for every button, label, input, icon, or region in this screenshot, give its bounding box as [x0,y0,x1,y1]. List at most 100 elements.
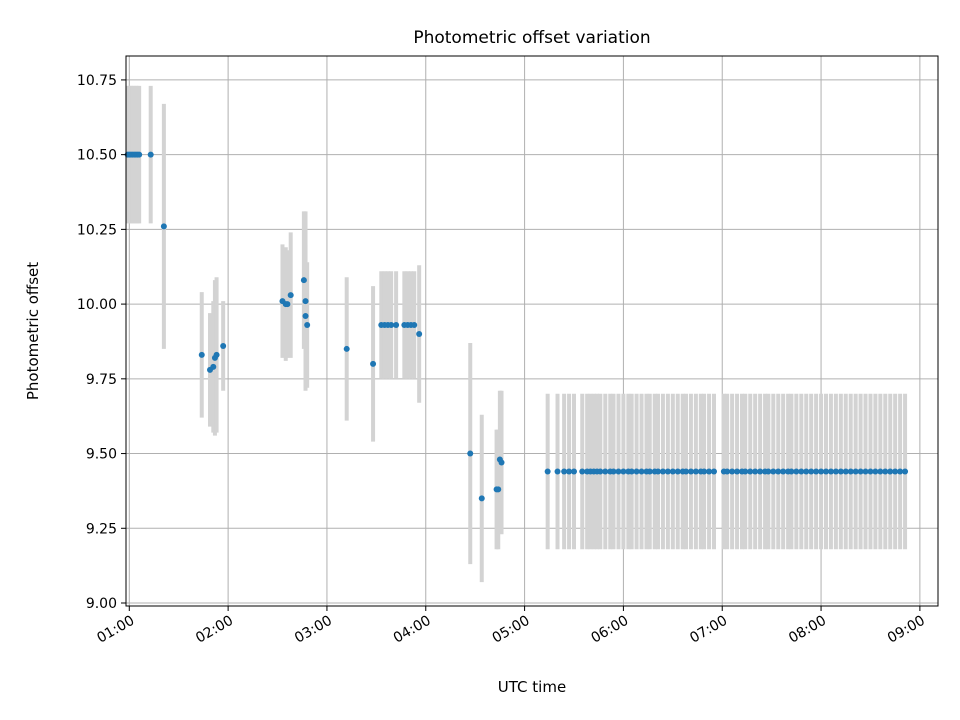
data-point [734,468,741,475]
data-point [832,468,839,475]
data-point [827,468,834,475]
data-point [847,468,854,475]
data-point [867,468,874,475]
data-point [765,468,772,475]
data-point [701,468,708,475]
data-point [393,322,400,329]
data-point [842,468,849,475]
data-point [862,468,869,475]
data-point [788,468,795,475]
data-point [775,468,782,475]
x-axis-label: UTC time [498,678,566,696]
data-point [857,468,864,475]
data-point [818,468,825,475]
plot-frame [125,55,939,607]
data-point [210,363,217,370]
data-point [160,223,167,230]
data-point [887,468,894,475]
data-point [692,468,699,475]
data-point [220,342,227,349]
data-point [706,468,713,475]
data-point [902,468,909,475]
data-point [742,468,749,475]
data-point [669,468,676,475]
data-point [793,468,800,475]
data-point [302,298,309,305]
data-point [284,301,291,308]
data-point [498,459,505,466]
data-point [416,330,423,337]
grid-lines [126,56,938,606]
data-point [561,468,568,475]
y-tick-label: 10.25 [77,222,117,238]
data-point [610,468,617,475]
data-point [808,468,815,475]
data-point [136,151,143,158]
data-point [823,468,829,475]
data-point [852,468,859,475]
data-point [615,468,622,475]
data-point [554,468,561,475]
data-point [872,468,879,475]
data-point [664,468,671,475]
data-point [659,468,666,475]
y-tick-label: 10.50 [77,148,117,164]
data-points [124,151,909,502]
y-tick-label: 9.75 [86,372,117,388]
data-point [837,468,844,475]
data-point [411,322,418,329]
data-point [729,468,736,475]
data-point [213,351,220,358]
data-point [674,468,681,475]
chart-title: Photometric offset variation [413,28,650,48]
data-point [655,468,661,475]
data-point [370,360,377,367]
data-point [478,495,485,502]
data-point [757,468,764,475]
data-point [343,345,350,352]
data-point [302,313,309,320]
data-point [897,468,904,475]
data-point [803,468,810,475]
data-point [747,468,754,475]
y-axis-label: Photometric offset [24,262,42,400]
data-point [597,468,604,475]
data-point [388,322,395,329]
y-tick-label: 10.75 [77,73,117,89]
y-axis-ticks: 9.00 9.25 9.50 9.75 10.00 10.25 10.50 10.75 [77,73,126,612]
data-point [198,351,205,358]
data-point [646,468,653,475]
data-point [544,468,551,475]
data-point [579,468,586,475]
data-point [892,468,899,475]
data-point [877,468,884,475]
data-point [638,468,645,475]
y-tick-label: 9.25 [86,521,117,537]
data-point [620,468,627,475]
data-point [628,468,635,475]
data-point [300,277,307,284]
data-point [633,468,640,475]
data-point [304,322,311,329]
y-tick-label: 10.00 [77,297,117,313]
data-point [495,486,502,493]
data-point [147,151,154,158]
data-point [571,468,577,475]
data-point [752,468,759,475]
data-point [711,468,717,475]
data-point [813,468,820,475]
data-point [724,468,731,475]
data-point [683,468,689,475]
data-point [467,450,474,457]
data-point [770,468,777,475]
data-point [798,468,805,475]
y-tick-label: 9.00 [86,596,117,612]
data-point [602,468,609,475]
data-point [566,468,573,475]
data-point [287,292,294,299]
data-point [882,468,889,475]
y-tick-label: 9.50 [86,447,117,463]
data-point [687,468,694,475]
